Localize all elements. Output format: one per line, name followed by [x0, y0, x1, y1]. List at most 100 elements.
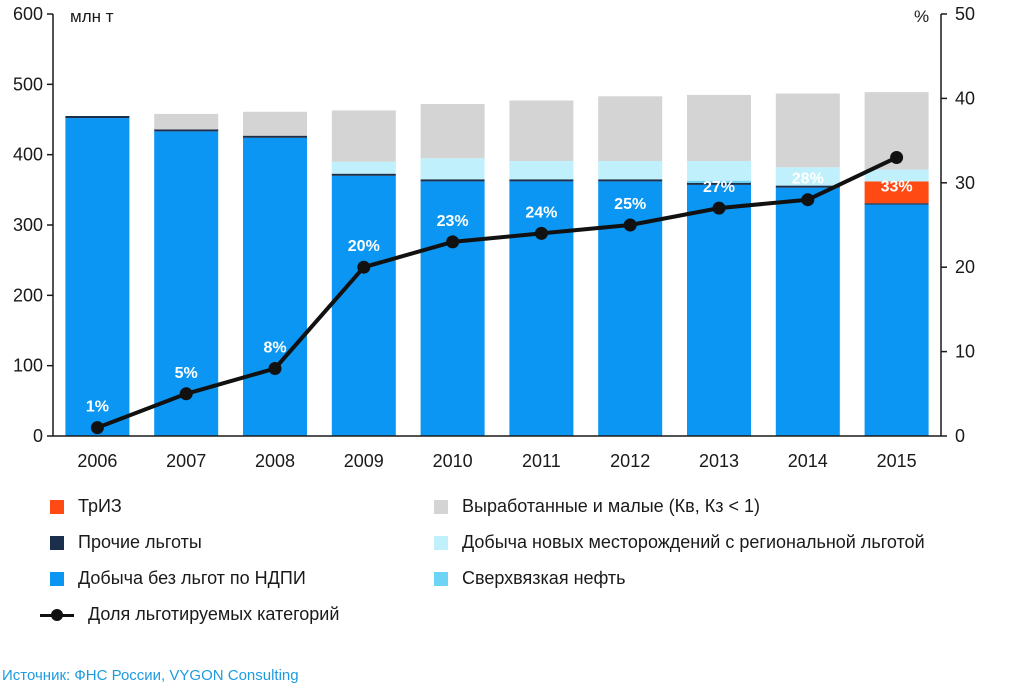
left-tick-label: 500 — [13, 74, 43, 94]
bar-segment-2008-0 — [243, 137, 307, 437]
x-tick-label: 2008 — [255, 451, 295, 471]
bar-segment-2011-4 — [509, 161, 574, 180]
bar-segment-2012-5 — [598, 96, 663, 161]
left-tick-label: 400 — [13, 145, 43, 165]
legend-swatch — [50, 571, 64, 586]
share-point-2009 — [357, 260, 371, 274]
x-tick-label: 2012 — [610, 451, 650, 471]
share-label-2008: 8% — [263, 340, 286, 357]
legend-label: Прочие льготы — [78, 532, 202, 552]
legend-label: Добыча без льгот по НДПИ — [78, 568, 306, 588]
share-point-2015 — [890, 151, 904, 164]
share-label-2007: 5% — [175, 365, 198, 382]
legend-label: Выработанные и малые (Кв, Кз < 1) — [462, 496, 760, 516]
share-label-2006: 1% — [86, 399, 109, 416]
bar-segment-2014-4 — [775, 167, 840, 186]
bar-segment-2007-5 — [154, 113, 219, 130]
bar-segment-2011-5 — [509, 100, 574, 161]
bar-segment-2015-1 — [864, 203, 929, 205]
share-line — [96, 155, 898, 430]
bar-segment-2007-1 — [154, 129, 219, 132]
legend-swatch — [434, 535, 448, 550]
bar-segment-2010-4 — [420, 158, 485, 180]
bars-layer — [65, 92, 929, 437]
share-label-2015: 33% — [881, 179, 913, 196]
share-label-2009: 20% — [348, 238, 380, 255]
bar-segment-2014-0 — [775, 187, 840, 436]
bar-segment-2010-0 — [420, 181, 485, 436]
legend-swatch — [50, 535, 64, 550]
bar-segment-2013-1 — [687, 182, 751, 185]
right-tick-label: 40 — [955, 88, 975, 108]
bar-segment-2013-5 — [687, 94, 751, 161]
legend-item-depleted: Выработанные и малые (Кв, Кз < 1) — [434, 496, 760, 517]
x-tick-label: 2014 — [788, 451, 828, 471]
bar-segment-2009-5 — [331, 110, 396, 162]
source-note: Источник: ФНС России, VYGON Consulting — [2, 667, 299, 684]
right-tick-label: 50 — [955, 4, 975, 24]
x-tick-label: 2006 — [77, 451, 117, 471]
legend-swatch — [50, 499, 64, 514]
share-point-2011 — [534, 226, 548, 240]
bar-segment-2006-1 — [65, 116, 130, 119]
share-point-2013 — [712, 201, 726, 215]
left-tick-label: 0 — [33, 426, 43, 446]
bar-segment-2014-5 — [775, 93, 840, 168]
bar-segment-2006-0 — [65, 118, 130, 436]
share-point-2007 — [179, 387, 193, 401]
left-tick-label: 200 — [13, 285, 43, 305]
bar-segment-2011-1 — [509, 179, 574, 182]
share-label-2012: 25% — [614, 196, 646, 213]
x-tick-label: 2007 — [166, 451, 206, 471]
bar-segment-2009-4 — [331, 161, 396, 174]
legend-label: Доля льготируемых категорий — [88, 604, 340, 624]
share-point-2006 — [90, 421, 104, 435]
share-line-layer — [90, 151, 904, 435]
legend-label: Сверхвязкая нефть — [462, 568, 626, 588]
share-label-2014: 28% — [792, 171, 824, 188]
legend-item-share-line: Доля льготируемых категорий — [40, 604, 339, 625]
bar-segment-2009-0 — [331, 175, 396, 437]
legend-item-no-benefit: Добыча без льгот по НДПИ — [50, 568, 306, 589]
x-tick-label: 2015 — [877, 451, 917, 471]
legend: ТрИЗ Выработанные и малые (Кв, Кз < 1) П… — [40, 496, 1000, 646]
bar-segment-2015-2 — [864, 181, 929, 204]
bar-segment-2013-0 — [687, 184, 751, 436]
legend-swatch — [434, 571, 448, 586]
left-tick-label: 100 — [13, 356, 43, 376]
share-label-2013: 27% — [703, 179, 735, 196]
ticks-layer: 0 100 200 300 400 500 600 0 10 20 30 40 50 2006 2007 20… — [13, 4, 975, 471]
bar-segment-2015-4 — [864, 169, 929, 182]
x-tick-label: 2013 — [699, 451, 739, 471]
bar-segment-2008-5 — [243, 111, 307, 136]
x-tick-label: 2011 — [522, 451, 561, 471]
x-tick-label: 2009 — [344, 451, 384, 471]
bar-segment-2015-0 — [864, 204, 929, 436]
right-tick-label: 10 — [955, 342, 975, 362]
legend-item-triz: ТрИЗ — [50, 496, 122, 517]
left-tick-label: 300 — [13, 215, 43, 235]
bar-segment-2009-1 — [331, 173, 396, 176]
bar-segment-2014-1 — [775, 185, 840, 188]
legend-label: Добыча новых месторождений с регионально… — [462, 532, 925, 552]
right-tick-label: 30 — [955, 173, 975, 193]
legend-swatch — [434, 499, 448, 514]
legend-label: ТрИЗ — [78, 496, 122, 516]
bar-segment-2012-4 — [598, 161, 663, 180]
left-tick-label: 600 — [13, 4, 43, 24]
percent-labels-layer: 1% 5% 8% 20% 23% 24% 25% 27% 28% 33% — [86, 171, 913, 416]
bar-segment-2008-1 — [243, 135, 307, 138]
bar-segment-2012-1 — [598, 179, 663, 182]
share-label-2011: 24% — [525, 204, 557, 221]
share-point-2008 — [268, 362, 282, 375]
right-tick-label: 0 — [955, 426, 965, 446]
legend-item-regional: Добыча новых месторождений с регионально… — [434, 532, 925, 553]
bar-segment-2007-0 — [154, 131, 219, 436]
x-tick-label: 2010 — [433, 451, 473, 471]
bar-segment-2010-1 — [420, 179, 485, 182]
left-unit-label: млн т — [70, 7, 114, 26]
bar-segment-2011-0 — [509, 181, 574, 436]
stacked-bar-chart: млн т % 0 100 200 300 400 500 600 0 10 20 30 40 50 20… — [13, 4, 975, 471]
line-marker-icon — [40, 608, 74, 622]
legend-item-heavy-oil: Сверхвязкая нефть — [434, 568, 626, 589]
